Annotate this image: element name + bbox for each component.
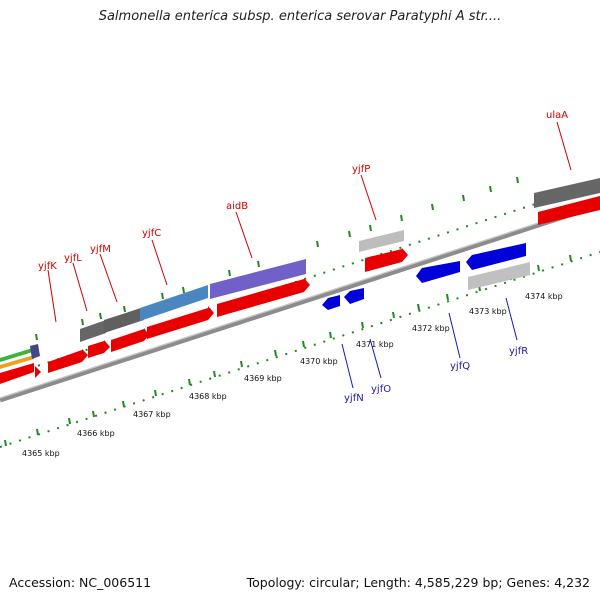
reverse-gene-arrow — [344, 288, 364, 304]
reverse-gene-arrow — [416, 261, 460, 283]
ruler-tick — [516, 176, 519, 184]
ruler-tick — [123, 305, 126, 313]
gene-label-forward[interactable]: ulaA — [546, 110, 568, 121]
reverse-gene-arrow — [322, 295, 340, 310]
ruler-tick — [240, 360, 243, 368]
ruler-tick — [4, 439, 7, 447]
gene-label-leaders — [47, 121, 572, 389]
ruler-tick — [188, 378, 191, 386]
ruler-label: 4373 kbp — [469, 307, 507, 316]
forward-gene-arrow — [538, 196, 600, 225]
forward-gene-arrow — [147, 306, 214, 339]
ruler-tick — [489, 185, 492, 193]
ruler-tick — [36, 428, 39, 436]
ruler-tick — [154, 389, 157, 397]
ruler-tick — [302, 340, 305, 348]
reverse-gene-arrow — [466, 243, 526, 270]
gene-label-forward[interactable]: yjfC — [142, 228, 161, 239]
ruler-tick — [257, 260, 260, 268]
ruler-ticks — [4, 176, 572, 447]
ruler-label: 4369 kbp — [244, 374, 282, 383]
ruler-tick — [392, 311, 395, 319]
ruler-label: 4368 kbp — [189, 392, 227, 401]
ruler-labels: 4365 kbp 4366 kbp 4367 kbp 4368 kbp 4369 kbp… — [22, 292, 563, 458]
ruler-tick — [400, 214, 403, 222]
ruler-label: 4365 kbp — [22, 449, 60, 458]
accession-text: Accession: NC_006511 — [9, 575, 152, 590]
ruler-label: 4371 kbp — [356, 340, 394, 349]
forward-gene-arrow — [365, 248, 408, 272]
ruler-tick — [92, 410, 95, 418]
gene-label-forward[interactable]: yjfP — [352, 164, 370, 175]
ruler-tick — [182, 286, 185, 294]
ruler-tick — [417, 303, 420, 311]
forward-gene-arrow — [88, 340, 110, 358]
ruler-tick — [329, 331, 332, 339]
ruler-tick — [446, 293, 449, 301]
forward-gene-arrow — [217, 278, 310, 317]
ruler-tick — [161, 292, 164, 300]
ruler-tick — [99, 312, 102, 320]
map-title: Salmonella enterica subsp. enterica sero… — [98, 9, 502, 24]
ruler-label: 4367 kbp — [133, 410, 171, 419]
gene-label-reverse[interactable]: yjfQ — [450, 361, 470, 372]
ruler-tick — [68, 417, 71, 425]
ruler-tick — [361, 321, 364, 329]
gene-label-reverse[interactable]: yjfO — [371, 384, 391, 395]
ruler-label: 4370 kbp — [300, 357, 338, 366]
ruler-tick — [81, 318, 84, 326]
gene-labels[interactable]: yjfK yjfL yjfM yjfC aidB yjfP ulaA yjfN yjfO yjfQ… — [38, 110, 568, 404]
ruler-label: 4366 kbp — [77, 429, 115, 438]
forward-gene-arrow — [111, 328, 149, 352]
ruler-tick — [348, 230, 351, 238]
ruler-tick — [316, 240, 319, 248]
ruler-label: 4374 kbp — [525, 292, 563, 301]
gene-label-forward[interactable]: aidB — [226, 201, 248, 212]
reverse-genes — [322, 243, 530, 310]
left-partial-features — [0, 344, 41, 384]
annotation-blocks — [80, 178, 600, 342]
ruler-tick — [35, 333, 38, 341]
gene-label-forward[interactable]: yjfK — [38, 261, 57, 272]
genome-backbone-highlight — [0, 202, 600, 399]
ruler-tick — [431, 203, 434, 211]
gene-label-forward[interactable]: yjfL — [64, 253, 82, 264]
genome-backbone — [0, 202, 600, 403]
ruler-tick — [122, 400, 125, 408]
ruler-tick — [537, 264, 540, 272]
ruler-tick — [274, 349, 277, 357]
ruler-tick — [213, 370, 216, 378]
gene-label-forward[interactable]: yjfM — [90, 244, 111, 255]
genome-summary-text: Topology: circular; Length: 4,585,229 bp… — [246, 575, 590, 590]
ruler-label: 4372 kbp — [412, 324, 450, 333]
ruler-tick — [569, 254, 572, 262]
ruler-tick — [228, 269, 231, 277]
gene-label-reverse[interactable]: yjfN — [344, 393, 364, 404]
forward-gene-arrow — [0, 363, 34, 384]
gene-label-reverse[interactable]: yjfR — [509, 346, 528, 357]
ruler-tick — [369, 224, 372, 232]
forward-genes — [48, 196, 600, 373]
ruler-tick — [462, 194, 465, 202]
forward-gene-arrow — [48, 349, 88, 373]
